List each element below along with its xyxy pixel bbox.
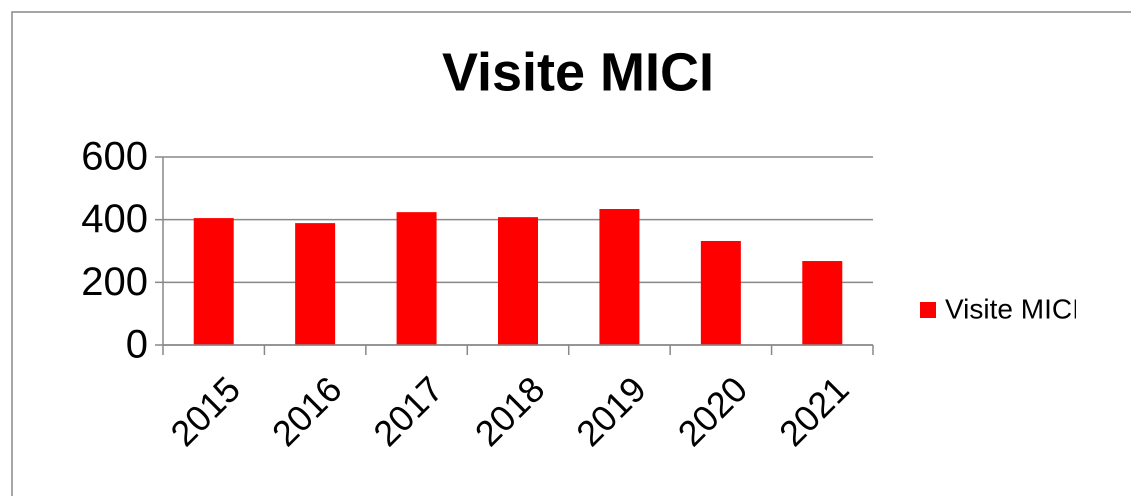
y-tick-label: 200 (81, 260, 148, 304)
bar (802, 261, 843, 345)
y-tick-label: 600 (81, 135, 148, 179)
y-tick-label: 0 (126, 323, 148, 367)
legend: Visite MICI (920, 293, 1080, 324)
legend-swatch (920, 302, 936, 318)
bar (599, 209, 640, 345)
bar (193, 218, 234, 345)
bar (396, 212, 437, 345)
chart-title: Visite MICI (442, 42, 714, 102)
bar (295, 223, 336, 345)
legend-label: Visite MICI (945, 293, 1080, 324)
y-tick-label: 400 (81, 197, 148, 241)
bar (498, 217, 538, 345)
bar (700, 240, 741, 345)
